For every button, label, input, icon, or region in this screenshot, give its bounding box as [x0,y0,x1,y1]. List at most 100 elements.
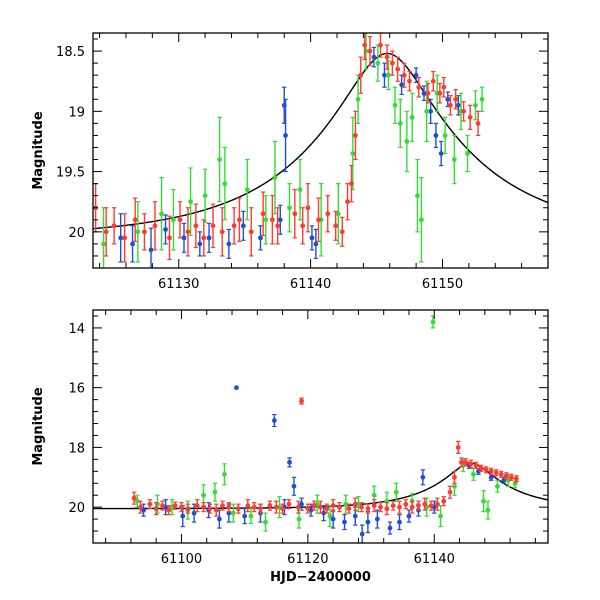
data-point [197,241,203,247]
data-point [222,181,228,187]
data-point [437,90,443,96]
data-point [230,510,236,516]
data-point [292,211,298,217]
data-point [349,181,354,187]
data-point [425,90,431,96]
series-red [131,397,519,517]
data-point [269,217,275,223]
data-point [244,187,250,193]
data-point [365,519,371,525]
axes-frame [92,32,549,269]
data-point [397,120,403,126]
data-point [193,223,199,229]
data-point [226,241,232,247]
data-point [180,513,186,519]
data-point [236,217,242,223]
y-tick-label: 18 [68,441,85,456]
x-axis-label: HJD−2400000 [270,570,371,585]
panel-top: 61130 61140 61150 18.5 19 19.5 20 Magnitude [31,32,549,292]
data-point [333,223,339,229]
data-point [188,199,193,205]
data-point [342,519,347,525]
data-point [101,241,106,247]
data-point [135,229,141,235]
data-point [407,78,412,84]
data-point [201,492,206,498]
data-point [471,471,476,477]
data-point [272,175,278,181]
data-point [441,498,447,504]
data-point [316,217,321,223]
data-point [463,459,469,465]
data-point [485,507,491,513]
data-point [418,217,424,223]
data-point [148,247,154,253]
data-point [350,151,356,156]
series-green [101,33,485,268]
data-point [371,54,377,60]
data-point [455,445,461,450]
data-point [503,473,509,479]
data-point [413,72,419,78]
data-point [277,217,283,223]
y-tick-label: 19.5 [56,166,85,181]
data-point [488,468,494,474]
data-point [263,519,268,525]
data-point [384,506,390,512]
data-point [263,217,269,223]
data-point [258,506,263,512]
data-point [141,507,146,513]
data-point [130,241,135,247]
data-point [371,503,377,509]
data-point [435,501,440,507]
data-point [358,72,364,78]
data-point [300,223,306,229]
data-point [445,96,451,102]
data-point [403,501,409,507]
data-point [219,229,225,235]
data-point [179,504,184,510]
data-point [404,139,410,144]
data-point [438,513,443,519]
data-point [409,504,415,510]
data-point [483,467,489,473]
data-point [330,503,336,509]
y-tick-label: 18.5 [56,45,85,60]
data-point [134,498,140,504]
data-point [217,157,223,162]
data-point [181,235,187,241]
data-point [355,96,361,102]
data-point [313,241,319,247]
data-point [207,506,213,512]
panel-bottom: 61100 61120 61140 14 16 18 20 Magnitude HJD−2400… [31,309,549,585]
series-green [134,315,518,532]
data-point [245,503,251,509]
data-point [430,319,436,325]
data-point [428,503,434,509]
y-tick-label: 20 [68,226,85,241]
data-point [309,235,315,241]
data-point [382,72,387,78]
data-point [305,205,311,211]
data-point [213,507,219,513]
data-point [337,504,342,510]
data-point [475,120,481,126]
data-point [430,78,436,84]
data-point [147,501,153,507]
data-point [397,519,402,525]
data-point [271,418,277,423]
data-point [206,235,212,241]
data-point [455,102,461,108]
data-point [275,223,281,229]
x-tick-label: 61130 [158,277,199,292]
x-tick-label: 61120 [287,552,328,567]
data-point [495,483,500,489]
data-point [287,459,292,465]
data-point [287,205,292,211]
data-point [401,72,407,78]
data-point [324,506,330,512]
data-point [352,501,358,507]
data-point [346,506,352,512]
data-point [339,229,345,235]
